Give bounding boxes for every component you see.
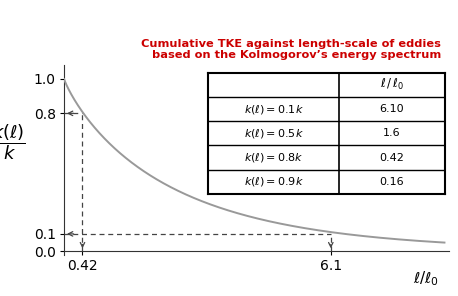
Text: $\dfrac{k(\ell)}{k}$: $\dfrac{k(\ell)}{k}$ [0,122,26,162]
Text: Cumulative TKE against length-scale of eddies
based on the Kolmogorov’s energy s: Cumulative TKE against length-scale of e… [141,38,441,60]
Text: $\ell/\ell_0$: $\ell/\ell_0$ [413,269,439,288]
